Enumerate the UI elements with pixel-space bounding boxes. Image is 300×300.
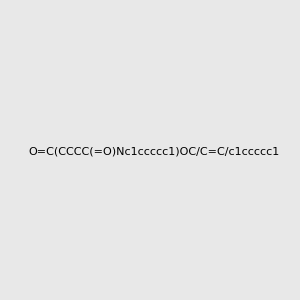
Text: O=C(CCCC(=O)Nc1ccccc1)OC/C=C/c1ccccc1: O=C(CCCC(=O)Nc1ccccc1)OC/C=C/c1ccccc1	[28, 146, 279, 157]
